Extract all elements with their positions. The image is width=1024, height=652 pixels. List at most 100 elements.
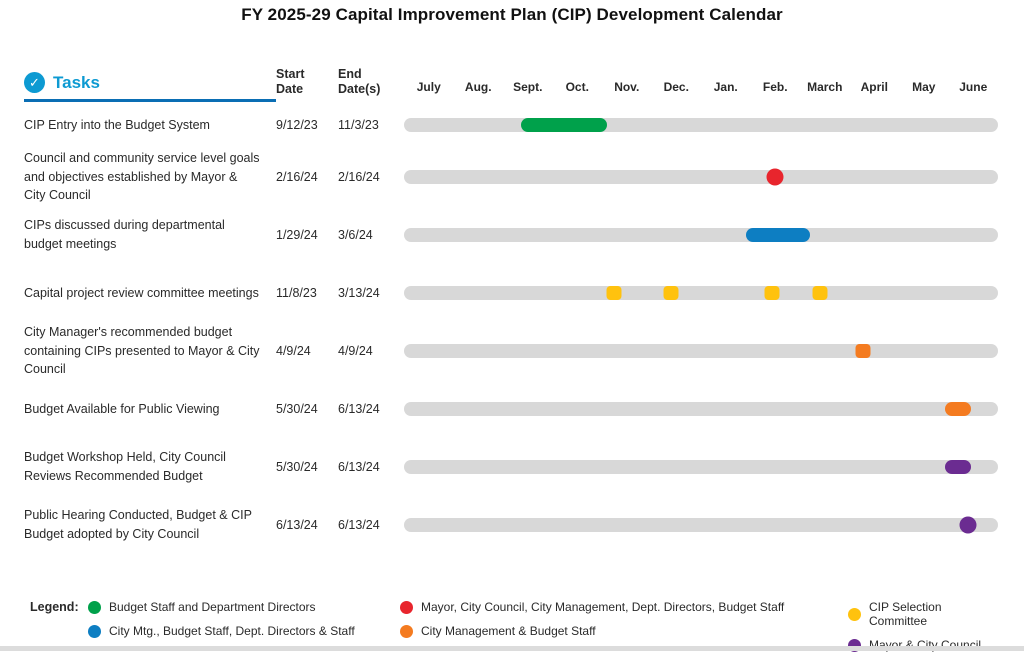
month-label: June [959, 80, 988, 94]
task-rows: CIP Entry into the Budget System 9/12/23 1… [24, 102, 998, 554]
blue-legend-dot [88, 624, 101, 638]
task-start-date: 5/30/24 [276, 402, 318, 416]
legend-label: Legend: [30, 600, 79, 614]
gantt-bar [945, 460, 972, 474]
task-start-date: 9/12/23 [276, 118, 318, 132]
legend-column: Mayor, City Council, City Management, De… [400, 600, 848, 652]
task-start-date: 6/13/24 [276, 518, 318, 532]
legend-column: Budget Staff and Department Directors Cit… [88, 600, 400, 652]
task-row: Budget Available for Public Viewing 5/30/… [24, 380, 998, 438]
milestone-dot [766, 168, 784, 186]
gantt-bar [745, 228, 810, 242]
task-label: Capital project review committee meeting… [24, 285, 259, 300]
task-timeline [404, 118, 998, 132]
task-label: CIPs discussed during departmental budge… [24, 218, 225, 251]
meeting-marker [764, 286, 780, 300]
gantt-bar [945, 402, 972, 416]
task-row: CIPs discussed during departmental budge… [24, 206, 998, 264]
timeline-track [404, 518, 998, 532]
task-timeline [404, 168, 998, 186]
task-row: Budget Workshop Held, City Council Revie… [24, 438, 998, 496]
timeline-track [404, 286, 998, 300]
task-label: Budget Workshop Held, City Council Revie… [24, 450, 226, 483]
timeline-track [404, 118, 998, 132]
task-row: Council and community service level goal… [24, 148, 998, 206]
task-start-date: 11/8/23 [276, 286, 317, 300]
task-row: Public Hearing Conducted, Budget & CIP B… [24, 496, 998, 554]
legend-item: City Mtg., Budget Staff, Dept. Directors… [88, 624, 400, 638]
legend: Legend: Budget Staff and Department Dire… [30, 600, 998, 652]
month-label: Feb. [762, 80, 788, 94]
task-end-date: 6/13/24 [338, 460, 380, 474]
task-end-date: 6/13/24 [338, 402, 380, 416]
task-timeline [404, 516, 998, 534]
task-end-date: 4/9/24 [338, 344, 373, 358]
legend-text: CIP Selection Committee [869, 600, 942, 628]
task-label: Council and community service level goal… [24, 150, 260, 203]
red-legend-dot [400, 600, 413, 614]
timeline-track [404, 228, 998, 242]
task-start-date: 1/29/24 [276, 228, 318, 242]
timeline-track [404, 170, 998, 184]
task-start-date: 4/9/24 [276, 344, 311, 358]
legend-item: Mayor, City Council, City Management, De… [400, 600, 848, 614]
legend-item: CIP Selection Committee [848, 600, 998, 628]
timeline-track [404, 344, 998, 358]
task-end-date: 6/13/24 [338, 518, 380, 532]
task-row: CIP Entry into the Budget System 9/12/23 1… [24, 102, 998, 148]
month-label: March [807, 80, 843, 94]
legend-item: Budget Staff and Department Directors [88, 600, 400, 614]
month-label: May [912, 80, 936, 94]
milestone-dot [959, 516, 977, 534]
chart-header: ✓ Tasks Start Date End Date(s) July Aug. S… [24, 67, 998, 102]
tasks-icon: ✓ [24, 72, 45, 93]
timeline-track [404, 402, 998, 416]
legend-text: Budget Staff and Department Directors [109, 600, 316, 614]
month-label: April [860, 80, 888, 94]
month-axis: July Aug. Sept. Oct. Nov. Dec. Jan. Feb. March Ap… [404, 80, 998, 102]
task-timeline [404, 460, 998, 474]
timeline-track [404, 460, 998, 474]
month-label: Jan. [713, 80, 738, 94]
meeting-marker [812, 286, 828, 300]
task-timeline [404, 344, 998, 358]
task-label: City Manager's recommended budget contai… [24, 324, 260, 377]
task-label: Public Hearing Conducted, Budget & CIP B… [24, 508, 252, 541]
meeting-marker [606, 286, 622, 300]
task-label: Budget Available for Public Viewing [24, 401, 220, 416]
green-legend-dot [88, 600, 101, 614]
month-label: Sept. [513, 80, 543, 94]
chart-title: FY 2025-29 Capital Improvement Plan (CIP… [241, 5, 783, 24]
legend-item: City Management & Budget Staff [400, 624, 848, 638]
month-label: Oct. [565, 80, 589, 94]
milestone-marker [855, 344, 871, 358]
orange-legend-dot [400, 624, 413, 638]
task-start-date: 2/16/24 [276, 170, 318, 184]
month-label: July [416, 80, 441, 94]
month-label: Nov. [614, 80, 640, 94]
task-end-date: 2/16/24 [338, 170, 380, 184]
task-end-date: 3/6/24 [338, 228, 373, 242]
yellow-legend-dot [848, 607, 861, 621]
task-timeline [404, 228, 998, 242]
end-date-column-header: End Date(s) [338, 67, 381, 96]
task-row: City Manager's recommended budget contai… [24, 322, 998, 380]
bottom-edge-strip [0, 646, 1024, 651]
legend-text: City Management & Budget Staff [421, 624, 596, 638]
tasks-label: Tasks [53, 72, 100, 92]
task-start-date: 5/30/24 [276, 460, 318, 474]
legend-text: Mayor, City Council, City Management, De… [421, 600, 785, 614]
task-row: Capital project review committee meeting… [24, 264, 998, 322]
legend-column: CIP Selection Committee Mayor & City Coun… [848, 600, 998, 652]
tasks-header: ✓ Tasks [24, 72, 276, 102]
start-date-column-header: Start Date [276, 67, 305, 96]
task-label: CIP Entry into the Budget System [24, 117, 210, 132]
task-end-date: 3/13/24 [338, 286, 380, 300]
task-timeline [404, 402, 998, 416]
task-timeline [404, 286, 998, 300]
month-label: Dec. [663, 80, 689, 94]
month-label: Aug. [464, 80, 492, 94]
legend-columns: Budget Staff and Department Directors Cit… [88, 600, 998, 652]
meeting-marker [663, 286, 679, 300]
